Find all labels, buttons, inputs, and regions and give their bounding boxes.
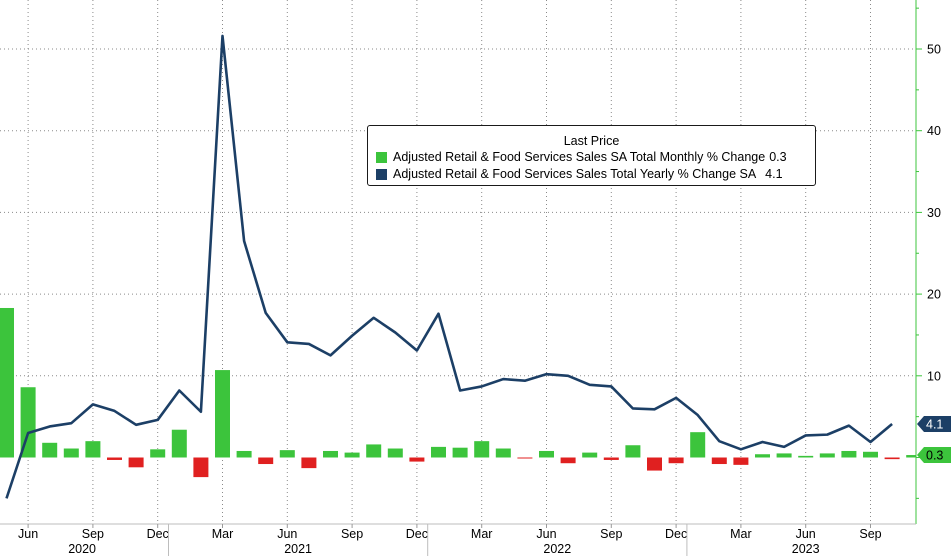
x-tick-label: Dec [147,527,169,541]
legend-swatch-monthly [376,152,387,163]
x-year-label: 2021 [284,542,312,556]
x-tick-label: Sep [341,527,363,541]
bar-monthly-change [366,444,382,458]
bar-monthly-change [733,457,749,465]
bar-monthly-change [63,448,79,458]
bar-monthly-change [193,457,209,478]
legend: Last Price Adjusted Retail & Food Servic… [367,125,816,186]
bar-monthly-change [539,450,554,458]
x-year-label: 2023 [792,542,820,556]
bar-monthly-change [517,457,533,459]
bar-monthly-change [301,457,317,469]
legend-title: Last Price [563,134,620,148]
legend-entry-monthly: Adjusted Retail & Food Services Sales SA… [368,149,815,166]
last-value-tag-monthly-bg [917,447,951,464]
bar-monthly-change [668,457,684,464]
x-tick-label: Sep [859,527,881,541]
x-tick-label: Sep [82,527,104,541]
bar-monthly-change [215,370,230,458]
y-tick-label: 30 [927,206,941,220]
bar-monthly-change [409,457,425,462]
bar-monthly-change [128,457,144,468]
bar-monthly-change [107,457,122,460]
x-tick-label: Mar [730,527,752,541]
legend-swatch-yearly [376,169,387,180]
bar-monthly-change [647,457,662,471]
bar-monthly-change [582,452,598,458]
bar-monthly-change [841,450,857,458]
legend-label-yearly: Adjusted Retail & Food Services Sales To… [393,167,757,181]
x-tick-label: Dec [665,527,687,541]
x-year-label: 2022 [543,542,571,556]
x-year-label: 2020 [68,542,96,556]
y-tick-label: 40 [927,124,941,138]
x-tick-label: Mar [471,527,493,541]
bar-monthly-change [279,450,295,458]
bar-monthly-change [344,452,360,458]
bar-monthly-change [603,457,619,460]
last-value-tag-monthly: 0.3 [926,449,943,463]
bar-monthly-change [0,307,14,458]
x-tick-label: Dec [406,527,428,541]
bar-monthly-change [819,453,835,458]
bar-monthly-change [906,455,916,458]
bar-monthly-change [150,449,166,458]
bar-monthly-change [884,457,900,460]
bar-monthly-change [495,448,511,458]
x-tick-label: Sep [600,527,622,541]
bar-monthly-change [474,441,490,458]
bar-monthly-change [323,450,338,458]
bar-monthly-change [85,441,101,458]
x-tick-label: Jun [796,527,816,541]
bar-monthly-change [431,446,446,458]
bar-monthly-change [452,447,468,458]
bar-monthly-change [42,442,58,458]
y-tick-label: 50 [927,43,941,57]
bar-monthly-change [560,457,576,464]
legend-label-monthly: Adjusted Retail & Food Services Sales SA… [393,150,766,164]
bar-monthly-change [387,448,403,458]
x-tick-label: Jun [18,527,38,541]
last-value-tag-yearly-bg [917,416,951,433]
bar-monthly-change [776,453,792,458]
bar-monthly-change [690,432,706,458]
x-tick-label: Mar [212,527,234,541]
bar-monthly-change [863,451,878,458]
bar-monthly-change [755,454,770,458]
y-tick-label: 20 [927,288,941,302]
bar-monthly-change [236,450,252,458]
line-yearly-change [5,34,893,499]
legend-entry-yearly: Adjusted Retail & Food Services Sales To… [368,166,815,183]
x-tick-label: Jun [536,527,556,541]
bar-monthly-change [798,455,814,458]
last-value-tag-yearly: 4.1 [926,418,943,432]
legend-value-monthly: 0.3 [769,150,787,164]
bar-monthly-change [711,457,727,465]
legend-value-yearly: 4.1 [765,167,783,181]
bar-monthly-change [171,429,187,458]
bar-monthly-change [20,387,36,458]
x-tick-label: Jun [277,527,297,541]
bar-monthly-change [625,445,641,458]
bar-monthly-change [258,457,274,465]
y-tick-label: 10 [927,369,941,383]
